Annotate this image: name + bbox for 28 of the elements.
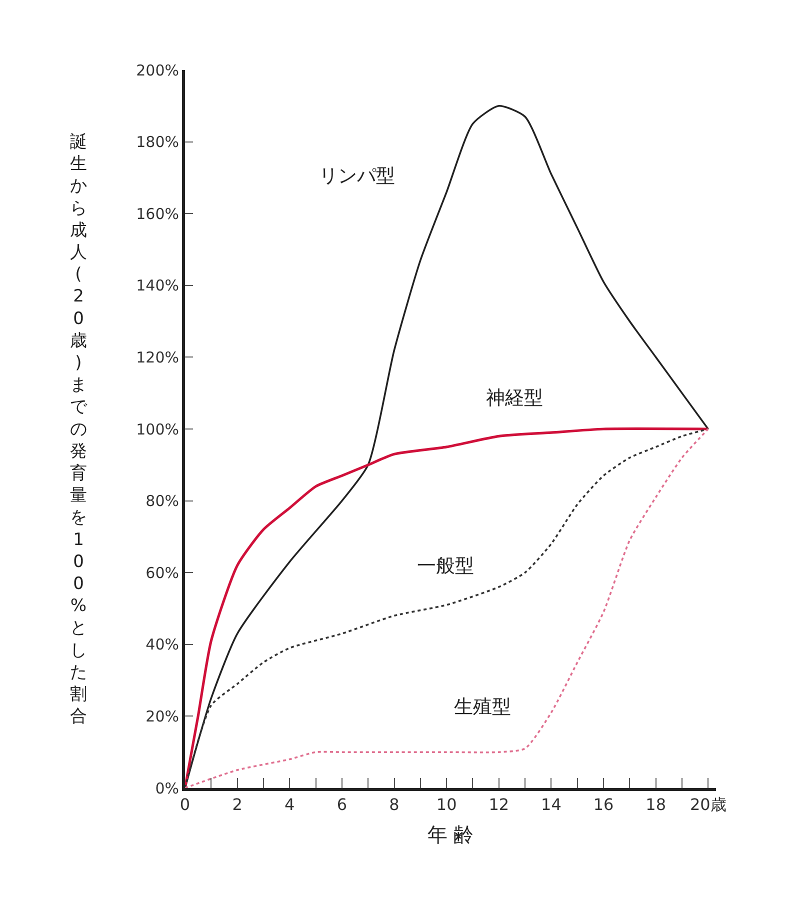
x-tick-label: 18 xyxy=(646,795,666,814)
x-tick-label: 6 xyxy=(336,795,348,814)
x-tick-label: 12 xyxy=(488,795,510,814)
y-tick-label: 140% xyxy=(136,276,179,295)
y-tick-label: 200% xyxy=(136,61,179,80)
series-label: 神経型 xyxy=(486,387,543,409)
x-axis-title: 年 齢 xyxy=(427,822,474,847)
x-tick-label: 20歳 xyxy=(690,795,726,814)
y-tick-label: 120% xyxy=(136,348,179,366)
x-tick-label: 16 xyxy=(593,795,614,814)
y-tick-label: 160% xyxy=(136,204,179,223)
x-tick-label: 4 xyxy=(284,795,295,814)
y-tick-label: 180% xyxy=(136,133,179,152)
x-tick-label: 14 xyxy=(541,795,562,814)
y-tick-label: 60% xyxy=(146,564,179,582)
series-label: 生殖型 xyxy=(454,696,511,718)
y-tick-label: 100% xyxy=(136,420,179,438)
y-tick-label: 0% xyxy=(155,779,179,798)
y-tick-label: 20% xyxy=(146,707,179,726)
text: リンパ型 xyxy=(319,165,395,187)
x-tick-label: 10 xyxy=(436,795,457,814)
x-tick-label: 8 xyxy=(389,795,400,814)
text: 誕生から成人(20歳)までの発育量を100%とした割合 xyxy=(70,132,87,727)
y-tick-label: 80% xyxy=(146,492,179,510)
x-tick-label: 2 xyxy=(232,795,242,814)
y-tick-label: 40% xyxy=(146,636,179,654)
series-label: 一般型 xyxy=(417,555,474,577)
x-tick-label: 0 xyxy=(180,795,190,814)
